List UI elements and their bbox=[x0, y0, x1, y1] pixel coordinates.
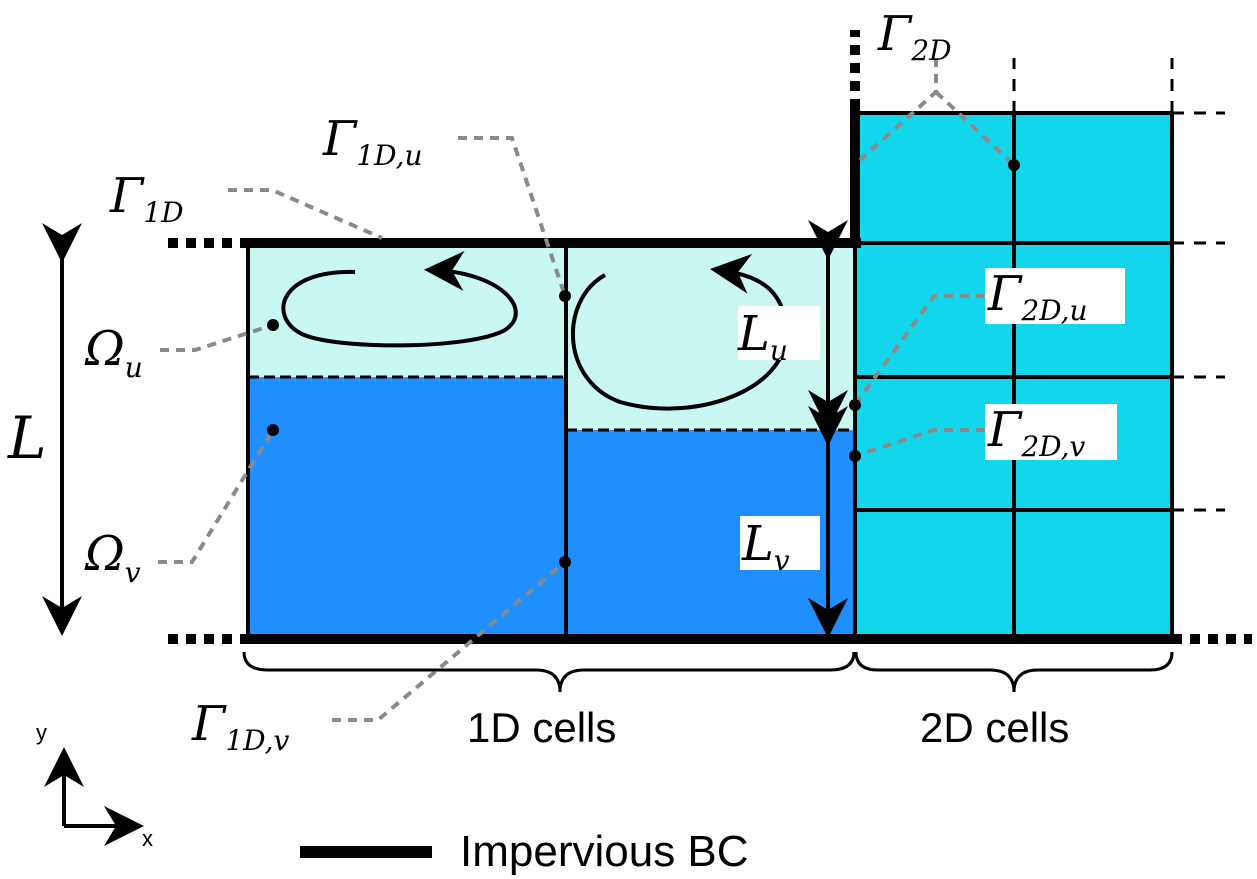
leader-omega-u bbox=[160, 323, 274, 352]
label-cells-2d: 2D cells bbox=[920, 704, 1069, 751]
label-gamma-1d: Γ1D bbox=[109, 168, 184, 229]
label-bg-Lv bbox=[740, 516, 820, 570]
label-axis-x: x bbox=[142, 826, 153, 851]
label-gamma-1d-v: Γ1D,v bbox=[191, 696, 289, 757]
label-Lu: Lu bbox=[737, 306, 788, 367]
grid-continuation-top bbox=[1012, 58, 1174, 113]
legend-impervious-label: Impervious BC bbox=[460, 827, 749, 876]
label-cells-1d: 1D cells bbox=[467, 704, 616, 751]
leader-gamma-1d-u bbox=[458, 136, 567, 297]
leader-gamma-2d-u bbox=[853, 294, 985, 407]
leader-gamma-1d bbox=[228, 188, 383, 240]
label-bg-Lu bbox=[738, 306, 820, 360]
label-gamma-2d-v: Γ2D,v bbox=[987, 402, 1085, 463]
circulation-right-icon bbox=[571, 253, 789, 411]
leader-gamma-2d-b bbox=[934, 90, 1016, 167]
leader-gamma-1d-v bbox=[332, 560, 567, 722]
grid-continuation-right bbox=[1172, 111, 1225, 512]
lower-layer-left bbox=[248, 377, 566, 639]
label-omega-v: Ωv bbox=[84, 526, 141, 589]
label-L: L bbox=[7, 404, 47, 472]
label-omega-u: Ωu bbox=[84, 321, 143, 384]
marker-dots bbox=[267, 159, 1020, 568]
label-gamma-2d: Γ2D bbox=[877, 6, 952, 67]
label-Lv: Lv bbox=[741, 516, 790, 577]
leader-omega-v bbox=[158, 428, 275, 564]
brace-1d-cells-icon bbox=[242, 651, 856, 693]
leader-lines bbox=[158, 58, 1016, 722]
label-gamma-1d-u: Γ1D,u bbox=[322, 111, 423, 172]
leader-gamma-2d-v bbox=[854, 428, 985, 458]
label-bg-gamma-2d-u bbox=[985, 268, 1125, 324]
label-bg-gamma-2d-v bbox=[985, 404, 1117, 460]
circulation-left-icon bbox=[281, 250, 518, 348]
label-gamma-2d-u: Γ2D,u bbox=[987, 266, 1088, 327]
upper-layer-left bbox=[248, 243, 566, 377]
label-axis-y: y bbox=[36, 720, 47, 745]
brace-2d-cells-icon bbox=[854, 651, 1174, 693]
